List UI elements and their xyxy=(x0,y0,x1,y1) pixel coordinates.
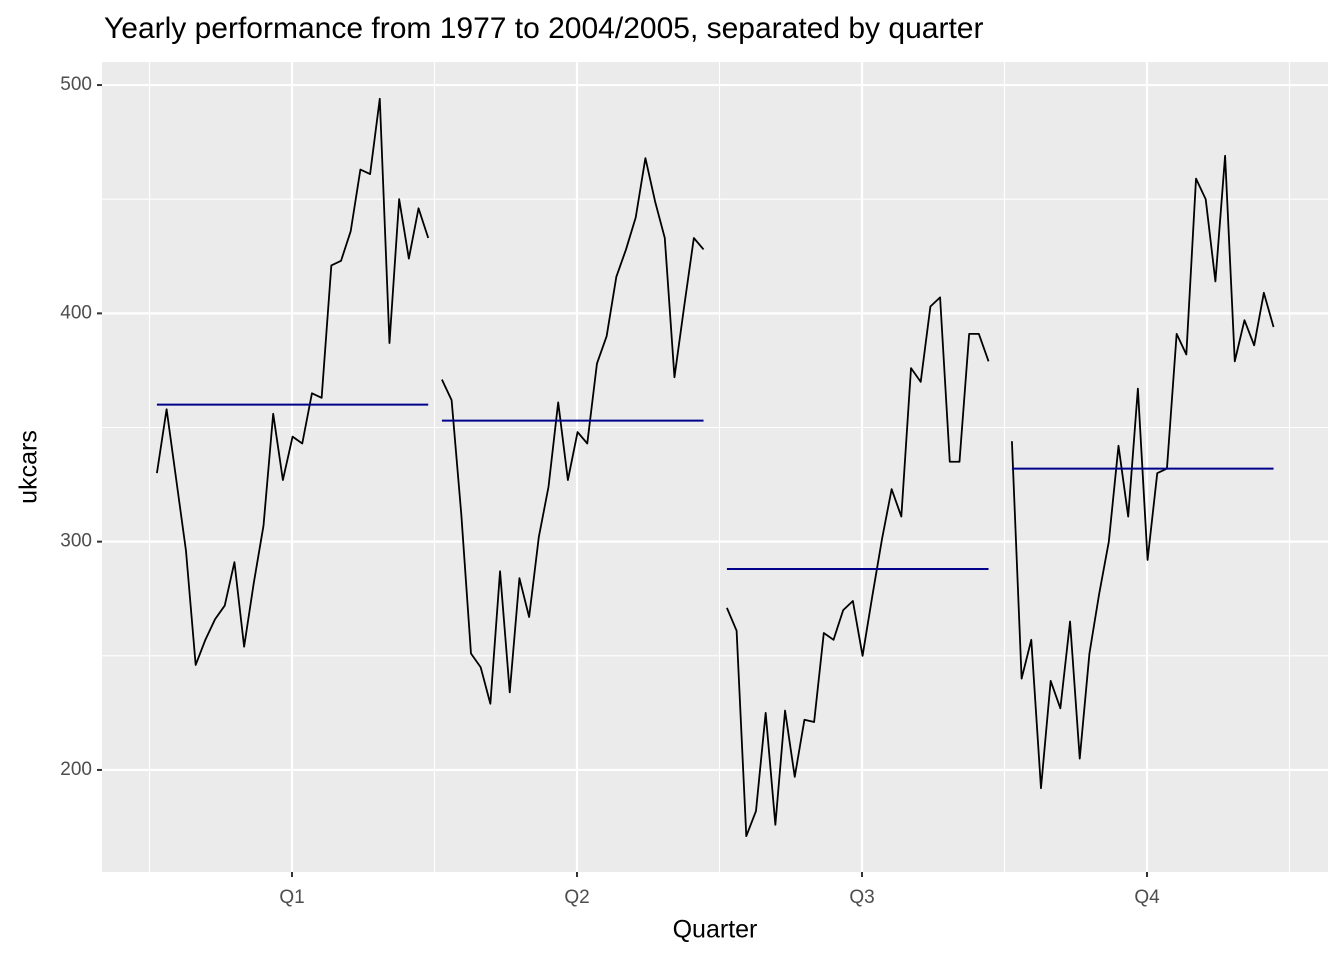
y-tick-label: 400 xyxy=(60,302,92,323)
subseries-line xyxy=(156,97,430,666)
y-tick-label: 200 xyxy=(60,759,92,780)
y-axis-label: ukcars xyxy=(15,430,43,504)
grid xyxy=(102,62,1328,872)
chart-title: Yearly performance from 1977 to 2004/200… xyxy=(104,12,983,45)
panel xyxy=(102,62,1328,872)
subseries-line xyxy=(726,296,990,838)
x-axis-label: Quarter xyxy=(673,916,758,944)
x-tick-label: Q3 xyxy=(849,887,874,908)
subseries-line xyxy=(441,157,705,705)
x-tick-label: Q2 xyxy=(564,887,589,908)
y-tick-label: 300 xyxy=(60,531,92,552)
x-tick-label: Q1 xyxy=(279,887,304,908)
marks xyxy=(156,97,1275,838)
x-tick-label: Q4 xyxy=(1134,887,1160,908)
y-tick-label: 500 xyxy=(60,74,92,95)
subseries-line xyxy=(1011,154,1275,790)
